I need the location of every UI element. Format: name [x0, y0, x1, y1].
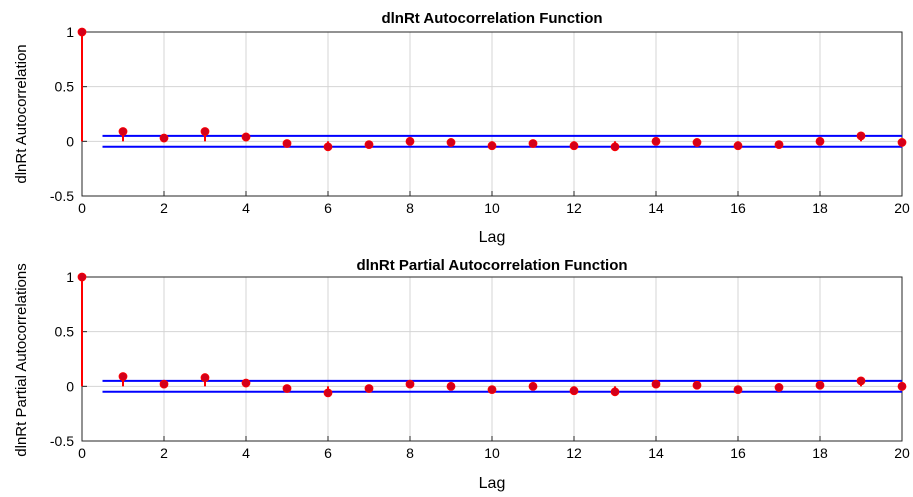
x-tick-label: 14 [648, 445, 664, 461]
x-axis-label: Lag [479, 229, 506, 246]
y-tick-label: 0.5 [55, 79, 75, 95]
x-tick-label: 18 [812, 445, 828, 461]
y-axis-label: dlnRt Partial Autocorrelations [13, 263, 30, 456]
y-tick-label: 0.5 [55, 324, 75, 340]
stem-marker [692, 138, 702, 147]
stem-marker [159, 379, 169, 389]
stem-marker [159, 133, 169, 143]
x-tick-label: 10 [484, 445, 500, 461]
stem-marker [651, 136, 661, 146]
stem-marker [405, 379, 415, 389]
y-tick-label: 1 [66, 269, 74, 285]
stem-marker [651, 379, 661, 389]
stem-marker [733, 141, 743, 151]
stem-marker [733, 385, 743, 395]
y-axis-label: dlnRt Autocorrelation [13, 44, 30, 183]
stem-marker [446, 381, 456, 391]
stem-marker [897, 138, 907, 147]
chart-title: dlnRt Autocorrelation Function [381, 10, 602, 27]
x-tick-label: 4 [242, 200, 250, 216]
x-tick-label: 12 [566, 445, 582, 461]
stem-marker [405, 136, 415, 146]
y-tick-label: -0.5 [50, 188, 74, 204]
stem-marker [528, 381, 538, 391]
stem-marker [610, 142, 620, 152]
x-tick-label: 6 [324, 200, 332, 216]
x-tick-label: 2 [160, 445, 168, 461]
x-tick-label: 20 [894, 200, 910, 216]
pacf-panel: dlnRt Partial Autocorrelation Function d… [13, 257, 910, 492]
stem-marker [364, 384, 374, 393]
stem-marker [77, 27, 87, 37]
x-tick-label: 8 [406, 445, 414, 461]
stem-marker [77, 272, 87, 282]
stem-marker [897, 381, 907, 391]
stem-marker [118, 127, 128, 136]
stem-marker [774, 383, 784, 392]
stem-marker [569, 141, 579, 151]
stem-marker [774, 140, 784, 150]
stem-marker [569, 386, 579, 396]
stem-marker [200, 373, 210, 382]
stem-marker [856, 131, 866, 141]
x-tick-label: 18 [812, 200, 828, 216]
y-tick-label: 1 [66, 24, 74, 40]
plot-area: 0 2 4 6 8 10 12 14 16 18 20-0.500.51 [50, 269, 910, 461]
x-tick-label: 14 [648, 200, 664, 216]
x-tick-label: 16 [730, 445, 746, 461]
chart-title: dlnRt Partial Autocorrelation Function [356, 257, 627, 274]
stem-marker [815, 380, 825, 390]
stem-marker [610, 387, 620, 397]
stem-marker [487, 385, 497, 395]
x-tick-label: 6 [324, 445, 332, 461]
plot-area: 0 2 4 6 8 10 12 14 16 18 20-0.500.51 [50, 24, 910, 216]
x-tick-label: 0 [78, 200, 86, 216]
stem-marker [323, 142, 333, 152]
stem-marker [241, 378, 251, 388]
stem-marker [323, 388, 333, 398]
stem-marker [118, 372, 128, 381]
y-tick-label: 0 [66, 133, 74, 149]
x-tick-label: 8 [406, 200, 414, 216]
stem-marker [200, 127, 210, 136]
acf-panel: dlnRt Autocorrelation Function dlnRt Aut… [13, 10, 910, 246]
x-tick-label: 20 [894, 445, 910, 461]
x-tick-label: 16 [730, 200, 746, 216]
stem-marker [692, 380, 702, 390]
y-tick-label: 0 [66, 378, 74, 394]
x-tick-label: 4 [242, 445, 250, 461]
x-tick-label: 12 [566, 200, 582, 216]
x-tick-label: 0 [78, 445, 86, 461]
x-tick-label: 10 [484, 200, 500, 216]
stem-marker [528, 139, 538, 148]
stem-marker [487, 141, 497, 151]
stem-marker [282, 139, 292, 148]
stem-marker [241, 132, 251, 142]
stem-marker [282, 384, 292, 393]
stem-marker [815, 136, 825, 146]
x-tick-label: 2 [160, 200, 168, 216]
stem-marker [364, 140, 374, 150]
y-tick-label: -0.5 [50, 433, 74, 449]
stem-marker [446, 138, 456, 147]
stem-marker [856, 376, 866, 386]
x-axis-label: Lag [479, 475, 506, 492]
